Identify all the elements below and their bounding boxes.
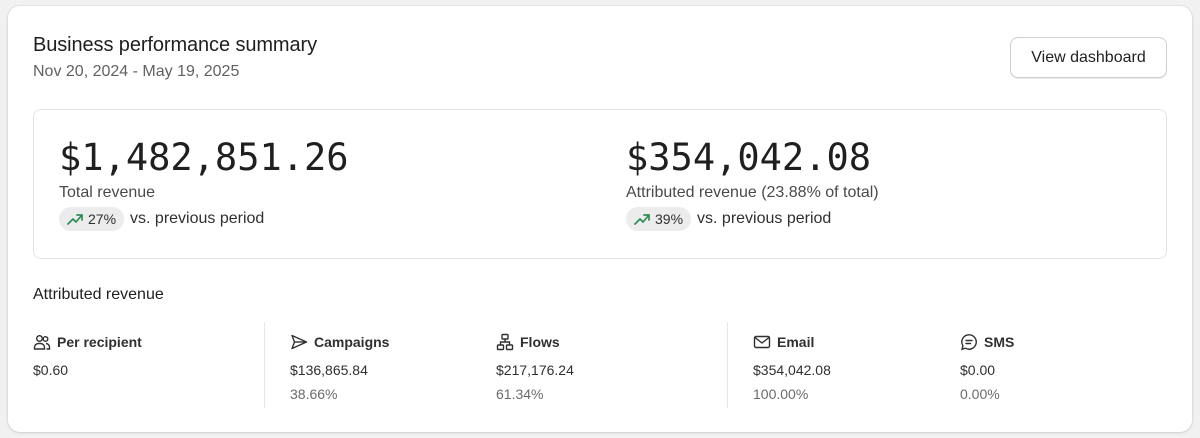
date-range: Nov 20, 2024 - May 19, 2025 — [33, 63, 240, 80]
total-revenue-trend: 27% vs. previous period — [59, 207, 349, 231]
flows-icon — [496, 333, 514, 351]
total-revenue-metric: $1,482,851.26 Total revenue 27% vs. prev… — [59, 136, 349, 231]
trend-badge: 39% — [626, 207, 692, 231]
column-divider — [264, 322, 265, 408]
total-revenue-value: $1,482,851.26 — [59, 136, 349, 179]
people-icon — [33, 333, 51, 351]
stat-campaigns: Campaigns $136,865.84 38.66% — [290, 332, 389, 402]
attributed-revenue-value: $354,042.08 — [626, 136, 872, 179]
stat-value: $136,865.84 — [290, 362, 368, 378]
stat-email: Email $354,042.08 100.00% — [753, 332, 831, 402]
stat-value: $217,176.24 — [496, 362, 574, 378]
attributed-revenue-trend: 39% vs. previous period — [626, 207, 879, 231]
stat-label: Per recipient — [57, 334, 142, 350]
card-title: Business performance summary — [33, 34, 317, 56]
stat-label: SMS — [984, 334, 1015, 350]
stat-label: Flows — [520, 334, 560, 350]
stat-label: Email — [777, 334, 815, 350]
stat-label: Campaigns — [314, 334, 390, 350]
trend-up-icon — [66, 210, 84, 228]
trend-badge: 27% — [59, 207, 125, 231]
performance-summary-card: Business performance summary Nov 20, 202… — [8, 6, 1192, 432]
stat-value: $0.00 — [960, 362, 996, 378]
total-revenue-label: Total revenue — [59, 184, 156, 201]
attributed-revenue-section-title: Attributed revenue — [33, 286, 164, 303]
stat-percent: 100.00% — [753, 386, 809, 402]
mail-icon — [753, 333, 771, 351]
attributed-revenue-metric: $354,042.08 Attributed revenue (23.88% o… — [626, 136, 879, 231]
trend-percent: 27% — [88, 211, 117, 227]
stat-percent: 0.00% — [960, 386, 1000, 402]
stat-flows: Flows $217,176.24 61.34% — [496, 332, 574, 402]
attributed-revenue-label: Attributed revenue (23.88% of total) — [626, 184, 879, 201]
stat-sms: SMS $0.00 0.00% — [960, 332, 1014, 402]
column-divider — [727, 322, 728, 408]
trend-comparison-text: vs. previous period — [697, 210, 832, 227]
send-icon — [290, 333, 308, 351]
stat-percent: 61.34% — [496, 386, 544, 402]
stat-value: $354,042.08 — [753, 362, 831, 378]
stat-percent: 38.66% — [290, 386, 338, 402]
trend-percent: 39% — [655, 211, 684, 227]
revenue-metrics-panel: $1,482,851.26 Total revenue 27% vs. prev… — [33, 109, 1167, 259]
stat-per-recipient: Per recipient $0.60 — [33, 332, 142, 378]
view-dashboard-button[interactable]: View dashboard — [1010, 37, 1167, 78]
stat-value: $0.60 — [33, 362, 69, 378]
trend-up-icon — [633, 210, 651, 228]
trend-comparison-text: vs. previous period — [130, 210, 265, 227]
sms-icon — [960, 333, 978, 351]
